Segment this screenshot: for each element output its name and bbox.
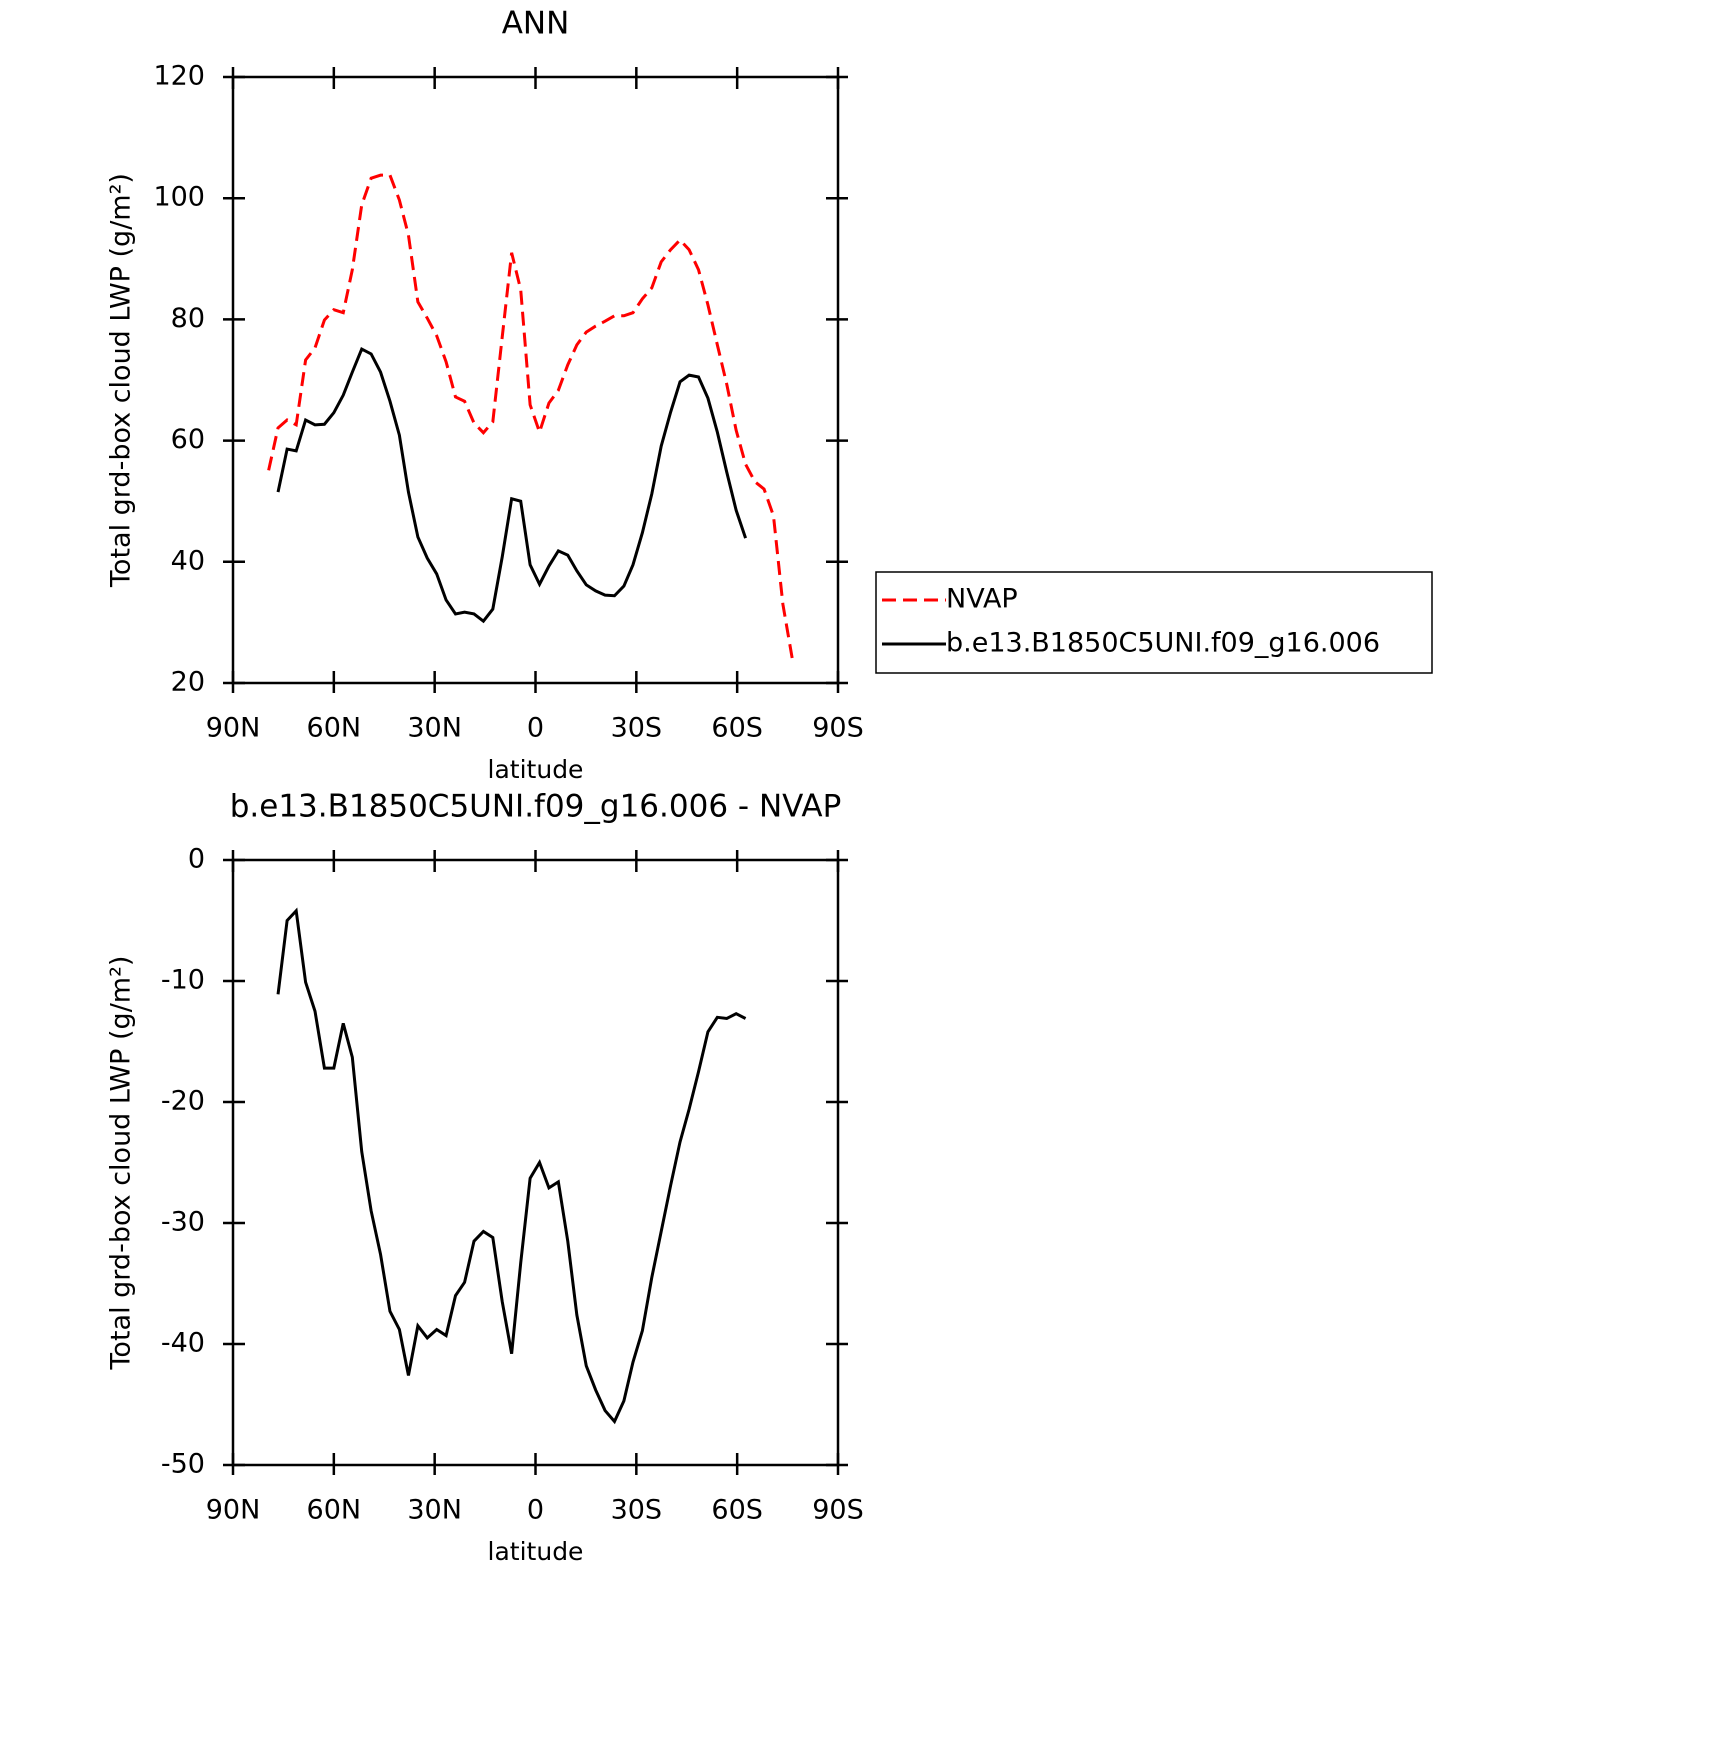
x-tick-label: 60S xyxy=(711,713,763,744)
x-tick-label: 60N xyxy=(307,1495,362,1526)
y-tick-label: -20 xyxy=(161,1086,205,1117)
x-tick-label: 30N xyxy=(407,1495,462,1526)
y-tick-label: -10 xyxy=(161,965,205,996)
y-tick-label: 60 xyxy=(171,424,205,455)
y-axis-label: Total grd-box cloud LWP (g/m²) xyxy=(106,173,137,588)
legend-box xyxy=(875,571,1433,674)
x-tick-label: 0 xyxy=(527,713,544,744)
y-tick-label: 100 xyxy=(153,182,205,213)
plot-frame xyxy=(231,858,840,1467)
y-tick-label: 0 xyxy=(188,844,205,875)
legend-label: b.e13.B1850C5UNI.f09_g16.006 xyxy=(946,628,1380,659)
x-tick-label: 90S xyxy=(812,713,864,744)
x-tick-label: 60S xyxy=(711,1495,763,1526)
plot-frame xyxy=(231,75,840,685)
x-tick-label: 90N xyxy=(206,1495,261,1526)
x-tick-label: 60N xyxy=(307,713,362,744)
x-tick-label: 30N xyxy=(407,713,462,744)
x-tick-label: 0 xyxy=(527,1495,544,1526)
y-tick-label: -50 xyxy=(161,1449,205,1480)
y-tick-label: 80 xyxy=(171,303,205,334)
y-axis-label: Total grd-box cloud LWP (g/m²) xyxy=(106,956,137,1371)
data-line xyxy=(276,907,747,1425)
chart-title: b.e13.B1850C5UNI.f09_g16.006 - NVAP xyxy=(230,789,842,825)
x-tick-label: 30S xyxy=(611,1495,663,1526)
y-tick-label: 20 xyxy=(171,667,205,698)
x-axis-label: latitude xyxy=(488,755,584,784)
x-tick-label: 30S xyxy=(611,713,663,744)
x-tick-label: 90S xyxy=(812,1495,864,1526)
data-line xyxy=(267,173,794,660)
y-tick-label: -40 xyxy=(161,1328,205,1359)
x-tick-label: 90N xyxy=(206,713,261,744)
data-line xyxy=(276,347,747,624)
y-tick-label: 120 xyxy=(153,61,205,92)
y-tick-label: -30 xyxy=(161,1207,205,1238)
x-axis-label: latitude xyxy=(488,1537,584,1566)
legend-label: NVAP xyxy=(946,584,1018,615)
chart-title: ANN xyxy=(502,6,570,42)
y-tick-label: 40 xyxy=(171,545,205,576)
